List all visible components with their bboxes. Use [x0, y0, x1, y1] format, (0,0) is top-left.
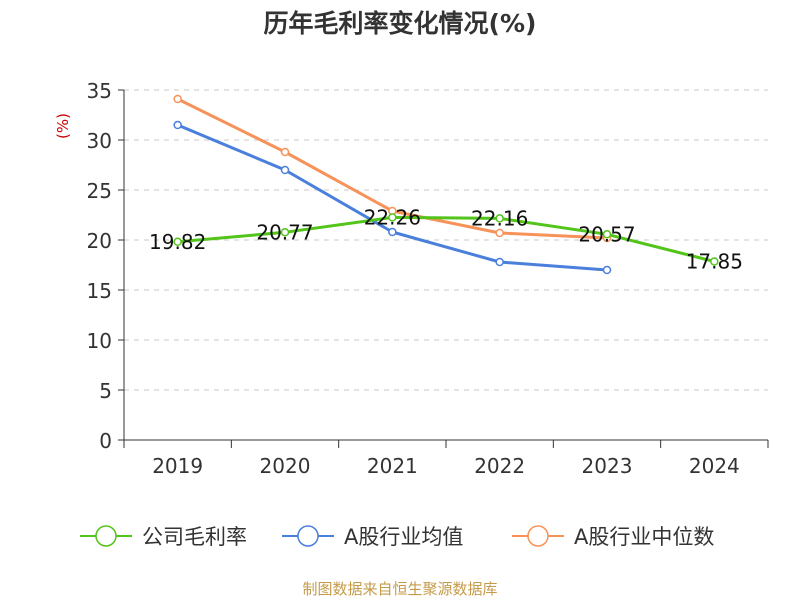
x-tick-label: 2019 [152, 454, 203, 478]
x-tick-label: 2022 [474, 454, 525, 478]
data-point[interactable] [710, 257, 719, 266]
data-label: 22.16 [471, 206, 528, 230]
series-line [177, 215, 715, 263]
x-tick-label: 2021 [367, 454, 418, 478]
x-tick-label: 2024 [689, 454, 740, 478]
data-point[interactable] [280, 165, 290, 175]
y-axis-title: (%) [54, 113, 72, 139]
chart-title: 历年毛利率变化情况(%) [263, 9, 537, 38]
x-tick-label: 2020 [260, 454, 311, 478]
legend: 公司毛利率 A股行业均值 A股行业中位数 [80, 525, 714, 549]
legend-label[interactable]: A股行业中位数 [574, 525, 714, 549]
data-point[interactable] [602, 230, 612, 239]
y-tick-label: 0 [99, 429, 112, 453]
data-label: 22.26 [364, 205, 421, 229]
y-tick-label: 20 [87, 229, 112, 253]
data-point[interactable] [602, 265, 612, 275]
data-point[interactable] [495, 214, 504, 223]
axes: 0 5 10 15 20 25 30 35 2019 2020 2021 2022 2023 2024 [87, 79, 769, 478]
data-label: 20.57 [578, 222, 635, 246]
data-point[interactable] [495, 257, 504, 267]
y-tick-label: 15 [87, 279, 112, 303]
data-label: 20.77 [256, 220, 313, 244]
data-point[interactable] [388, 213, 397, 222]
legend-label[interactable]: A股行业均值 [344, 525, 463, 549]
data-labels: 19.82 20.77 22.26 22.16 20.57 17.85 [149, 205, 743, 273]
data-source-note: 制图数据来自恒生聚源数据库 [302, 580, 498, 598]
data-point[interactable] [173, 237, 182, 247]
y-tick-label: 25 [87, 179, 112, 203]
data-point[interactable] [280, 147, 290, 157]
data-point[interactable] [173, 120, 182, 130]
data-point[interactable] [280, 228, 290, 237]
series-line [177, 123, 608, 272]
legend-marker[interactable] [297, 525, 319, 547]
y-tick-label: 35 [87, 79, 112, 103]
y-tick-label: 5 [99, 379, 112, 403]
data-point[interactable] [388, 227, 397, 237]
series-lines [173, 94, 719, 275]
data-label: 17.85 [686, 250, 743, 274]
legend-marker[interactable] [95, 525, 117, 547]
data-label: 19.82 [149, 230, 206, 254]
y-tick-label: 10 [87, 329, 112, 353]
grid-lines [124, 89, 768, 391]
x-tick-label: 2023 [582, 454, 633, 478]
legend-label[interactable]: 公司毛利率 [142, 525, 247, 549]
data-point[interactable] [173, 94, 182, 104]
legend-marker[interactable] [527, 525, 549, 547]
y-tick-label: 30 [87, 129, 112, 153]
data-point[interactable] [495, 228, 504, 238]
